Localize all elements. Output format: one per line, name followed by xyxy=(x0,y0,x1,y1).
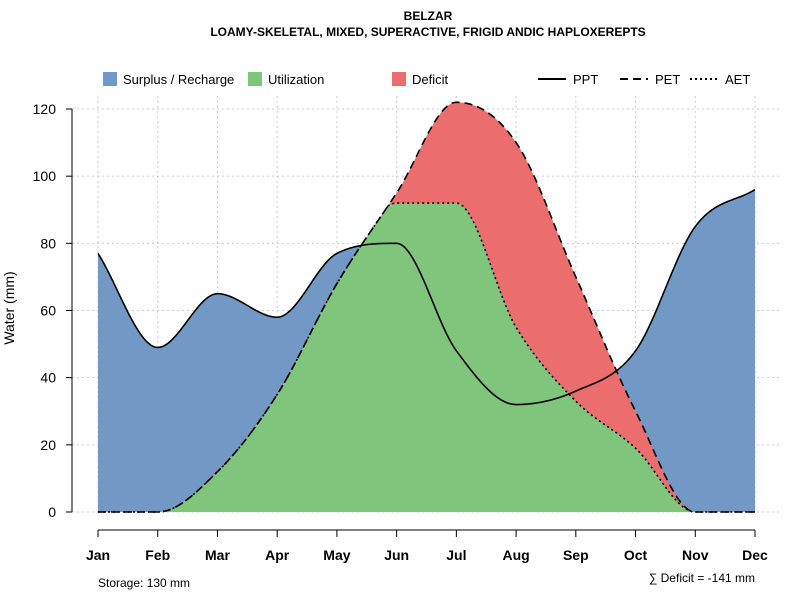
y-tick-label-80: 80 xyxy=(40,235,56,251)
x-tick-label-feb: Feb xyxy=(145,547,170,563)
area-fills xyxy=(98,102,755,512)
legend-swatch-utilization xyxy=(248,72,262,86)
legend-label-ppt: PPT xyxy=(573,72,598,87)
y-tick-label-20: 20 xyxy=(40,437,56,453)
y-tick-label-120: 120 xyxy=(33,101,57,117)
x-tick-label-jun: Jun xyxy=(384,547,409,563)
legend-label-surplus-recharge: Surplus / Recharge xyxy=(123,72,234,87)
y-tick-label-40: 40 xyxy=(40,370,56,386)
legend-swatch-deficit xyxy=(392,72,406,86)
legend-label-aet: AET xyxy=(725,72,750,87)
legend: Surplus / Recharge Utilization Deficit PPT P… xyxy=(103,72,750,87)
chart-title: BELZAR xyxy=(404,9,453,23)
series-line-aet xyxy=(98,202,755,513)
x-tick-label-jul: Jul xyxy=(446,547,466,563)
series-lines xyxy=(97,101,756,513)
utilization-area xyxy=(98,203,755,512)
legend-swatch-surplus-recharge xyxy=(103,72,117,86)
x-tick-label-apr: Apr xyxy=(265,547,290,563)
y-tick-label-0: 0 xyxy=(48,504,56,520)
x-tick-label-mar: Mar xyxy=(205,547,230,563)
legend-label-deficit: Deficit xyxy=(412,72,449,87)
series-line-pet xyxy=(98,101,755,513)
axes: 0 20 40 60 80 100 120 Jan Feb Mar Apr May Jun Jul Aug S… xyxy=(33,101,768,563)
y-axis-label: Water (mm) xyxy=(1,271,17,344)
x-tick-label-aug: Aug xyxy=(502,547,529,563)
x-tick-label-nov: Nov xyxy=(682,547,709,563)
x-tick-label-may: May xyxy=(323,547,350,563)
series-line-ppt xyxy=(97,188,756,406)
deficit-note: ∑ Deficit = -141 mm xyxy=(649,571,755,585)
x-tick-label-dec: Dec xyxy=(742,547,768,563)
x-tick-label-sep: Sep xyxy=(563,547,589,563)
x-tick-label-jan: Jan xyxy=(86,547,110,563)
x-tick-label-oct: Oct xyxy=(624,547,648,563)
legend-label-utilization: Utilization xyxy=(268,72,324,87)
legend-label-pet: PET xyxy=(655,72,680,87)
chart-subtitle: LOAMY-SKELETAL, MIXED, SUPERACTIVE, FRIG… xyxy=(210,25,645,39)
y-tick-label-60: 60 xyxy=(40,303,56,319)
storage-note: Storage: 130 mm xyxy=(98,576,190,590)
y-tick-label-100: 100 xyxy=(33,168,57,184)
